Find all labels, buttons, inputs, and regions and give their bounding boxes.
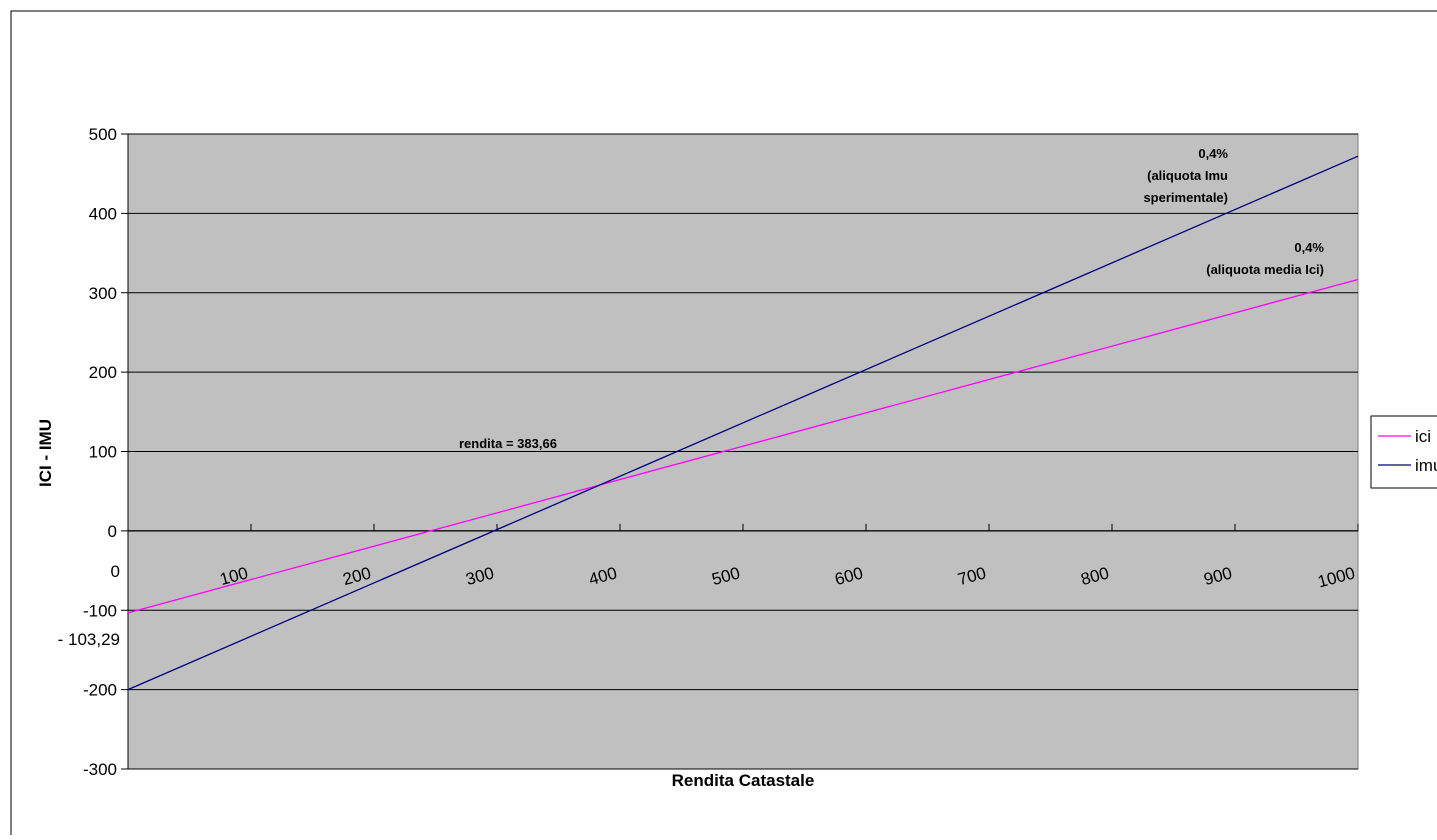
y-tick-label-8: -300 bbox=[83, 760, 117, 779]
imu-rate-line-1: 0,4% bbox=[1198, 146, 1228, 161]
x-origin-label: 0 bbox=[111, 562, 120, 581]
y-tick-labels: 500 400 300 200 100 0 -100 -200 -300 bbox=[83, 125, 117, 779]
y-tick-label-0: 500 bbox=[89, 125, 117, 144]
legend: ici imu bbox=[1371, 416, 1437, 488]
imu-rate-line-2: (aliquota Imu bbox=[1147, 168, 1228, 183]
x-axis-title: Rendita Catastale bbox=[672, 771, 815, 790]
intersection-annotation: rendita = 383,66 bbox=[459, 436, 557, 451]
y-axis-title: ICI - IMU bbox=[36, 419, 55, 487]
imu-rate-line-3: sperimentale) bbox=[1143, 190, 1228, 205]
y-tick-label-3: 200 bbox=[89, 363, 117, 382]
legend-label-ici: ici bbox=[1415, 427, 1431, 446]
y-tick-label-7: -200 bbox=[83, 681, 117, 700]
ici-rate-line-1: 0,4% bbox=[1294, 240, 1324, 255]
y-tick-label-5: 0 bbox=[108, 522, 117, 541]
y-tick-label-1: 400 bbox=[89, 204, 117, 223]
y-tick-label-6: -100 bbox=[83, 601, 117, 620]
legend-label-imu: imu bbox=[1415, 456, 1437, 475]
ici-rate-line-2: (aliquota media Ici) bbox=[1206, 262, 1324, 277]
y-tick-label-4: 100 bbox=[89, 443, 117, 462]
y-intercept-label: - 103,29 bbox=[58, 630, 120, 649]
y-tick-label-2: 300 bbox=[89, 284, 117, 303]
